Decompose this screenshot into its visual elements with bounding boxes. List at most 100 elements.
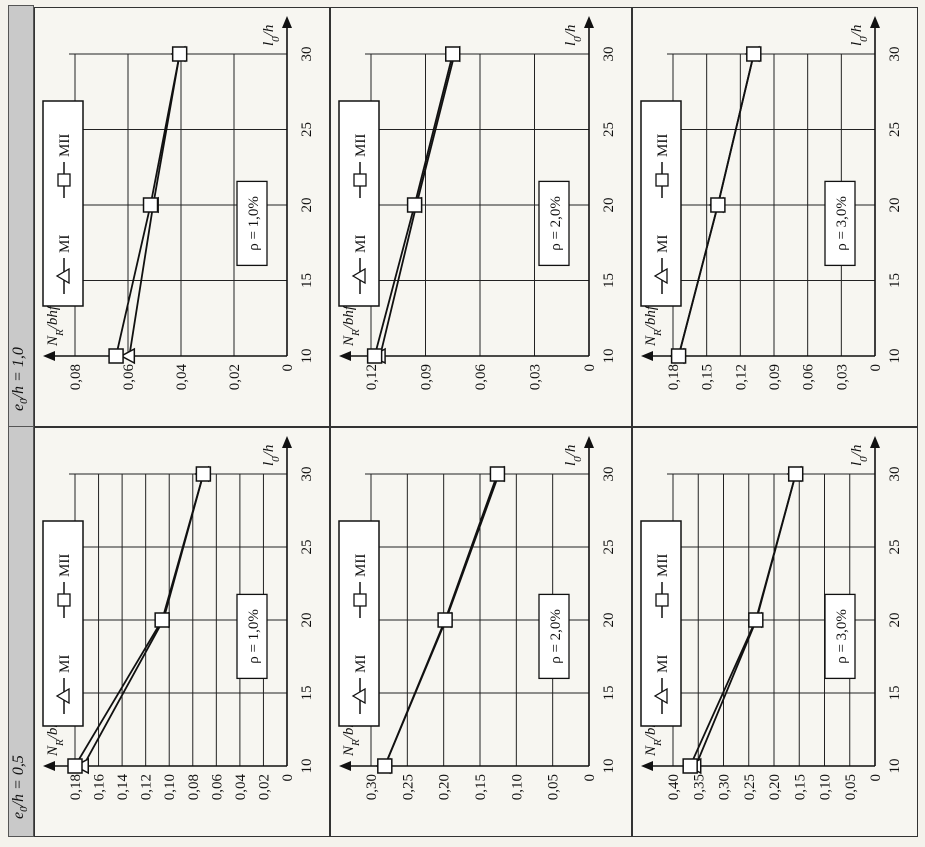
x-tick-label: 20 (887, 198, 903, 213)
point-MII (748, 612, 764, 628)
legend-marker-triangle (55, 267, 70, 285)
legend-label-MI: MI (655, 655, 671, 673)
legend-box (42, 100, 84, 307)
chart-panel-e05-r2: 0 0,05 0,10 0,15 0,20 0,25 0,30 10 15 20 25 30 NR/bh… (330, 427, 632, 837)
y-tick-label: 0,40 (666, 774, 682, 800)
point-MII (142, 197, 159, 213)
legend-box (640, 520, 682, 727)
rho-box (538, 593, 570, 680)
point-MII (445, 46, 461, 62)
rho-box (824, 180, 856, 267)
x-tick-label: 30 (601, 47, 617, 62)
x-tick-label: 15 (299, 686, 315, 701)
y-tick-label: 0,16 (92, 774, 108, 801)
point-MII (195, 466, 212, 482)
y-tick-label: 0,15 (792, 774, 808, 800)
y-tick-label: 0,10 (162, 774, 178, 800)
y-tick-label: 0,12 (139, 774, 155, 800)
legend-marker-triangle (55, 687, 70, 705)
y-axis-arrow (339, 761, 351, 771)
y-tick-label: 0,06 (209, 774, 225, 801)
column-header-e05: e0/h = 0,5 (10, 755, 31, 819)
x-tick-label: 15 (887, 686, 903, 701)
y-tick-label: 0 (280, 364, 296, 372)
chart-svg: 00,030,060,090,120,150,181015202530NR/bh… (640, 16, 903, 390)
y-tick-label: 0,18 (666, 364, 682, 390)
y-axis-arrow (641, 761, 653, 771)
rho-box (824, 593, 856, 680)
x-tick-label: 20 (601, 613, 617, 628)
legend-marker-square (353, 593, 367, 607)
x-tick-label: 25 (601, 122, 617, 137)
y-tick-label: 0,25 (742, 774, 758, 800)
rho-label: ρ = 3,0% (834, 196, 850, 251)
y-tick-label: 0,30 (364, 774, 380, 800)
point-MII (437, 612, 453, 628)
legend-label-MI: MI (57, 235, 73, 253)
y-tick-label: 0,10 (509, 774, 525, 800)
y-axis-arrow (339, 351, 351, 361)
y-tick-label: 0,12 (364, 364, 380, 390)
y-tick-label: 0,09 (419, 364, 435, 390)
x-tick-label: 30 (887, 47, 903, 62)
x-axis-title: l0/h (563, 25, 584, 46)
y-tick-label: 0,04 (174, 364, 190, 391)
point-MII (489, 466, 506, 482)
legend-marker-square (57, 173, 71, 187)
y-tick-label: 0,25 (400, 774, 416, 800)
x-tick-label: 25 (887, 122, 903, 137)
y-tick-label: 0,05 (843, 774, 859, 800)
y-axis-arrow (641, 351, 653, 361)
y-tick-label: 0,02 (256, 774, 272, 800)
legend-label-MII: MII (353, 554, 369, 577)
x-axis-title: l0/h (849, 25, 870, 46)
y-tick-label: 0,15 (473, 774, 489, 800)
y-tick-label: 0,12 (733, 364, 749, 390)
y-tick-label: 0,14 (115, 774, 131, 801)
legend-label-MII: MII (655, 134, 671, 157)
x-axis-title: l0/h (563, 445, 584, 466)
legend-label-MI: MI (57, 655, 73, 673)
rho-label: ρ = 1,0% (246, 196, 262, 251)
y-tick-label: 0,06 (121, 364, 137, 391)
y-tick-label: 0,35 (691, 774, 707, 800)
point-MII (154, 612, 170, 628)
x-tick-label: 15 (887, 273, 903, 288)
y-tick-label: 0 (280, 774, 296, 782)
point-MII (787, 466, 804, 482)
x-tick-label: 10 (299, 759, 315, 774)
y-tick-label: 0,06 (473, 364, 489, 391)
y-tick-label: 0,03 (834, 364, 850, 390)
y-tick-label: 0,18 (68, 774, 84, 800)
legend-label-MII: MII (353, 134, 369, 157)
y-tick-label: 0,30 (717, 774, 733, 800)
legend-label-MII: MII (57, 134, 73, 157)
legend-marker-triangle (653, 687, 668, 705)
y-tick-label: 0,15 (700, 364, 716, 390)
y-tick-label: 0,08 (68, 364, 84, 390)
y-tick-label: 0 (582, 364, 598, 372)
y-tick-label: 0,04 (233, 774, 249, 801)
x-axis-arrow (870, 436, 880, 448)
legend-label-MI: MI (353, 235, 369, 253)
rho-label: ρ = 3,0% (834, 609, 850, 664)
legend-box (338, 100, 380, 307)
rho-label: ρ = 1,0% (246, 609, 262, 664)
y-tick-label: 0,20 (767, 774, 783, 800)
point-MII (67, 758, 83, 774)
legend-marker-square (353, 173, 367, 187)
y-tick-label: 0 (868, 364, 884, 372)
y-tick-label: 0,08 (186, 774, 202, 800)
x-tick-label: 25 (299, 122, 315, 137)
x-tick-label: 15 (601, 273, 617, 288)
chart-svg: 0 0,02 0,04 0,06 0,08 0,10 0,12 0,14 0,16 0,18 10 1… (42, 436, 315, 801)
chart-svg: 0 0,05 0,10 0,15 0,20 0,25 0,30 0,35 0,40 10 15 20 2… (640, 436, 903, 800)
y-tick-label: 0,02 (227, 364, 243, 390)
x-tick-label: 30 (601, 467, 617, 482)
y-tick-label: 0 (582, 774, 598, 782)
y-tick-label: 0,09 (767, 364, 783, 390)
x-tick-label: 15 (299, 273, 315, 288)
x-tick-label: 30 (299, 467, 315, 482)
chart-svg: 00,050,100,150,200,250,301015202530NR/bh… (338, 436, 617, 800)
